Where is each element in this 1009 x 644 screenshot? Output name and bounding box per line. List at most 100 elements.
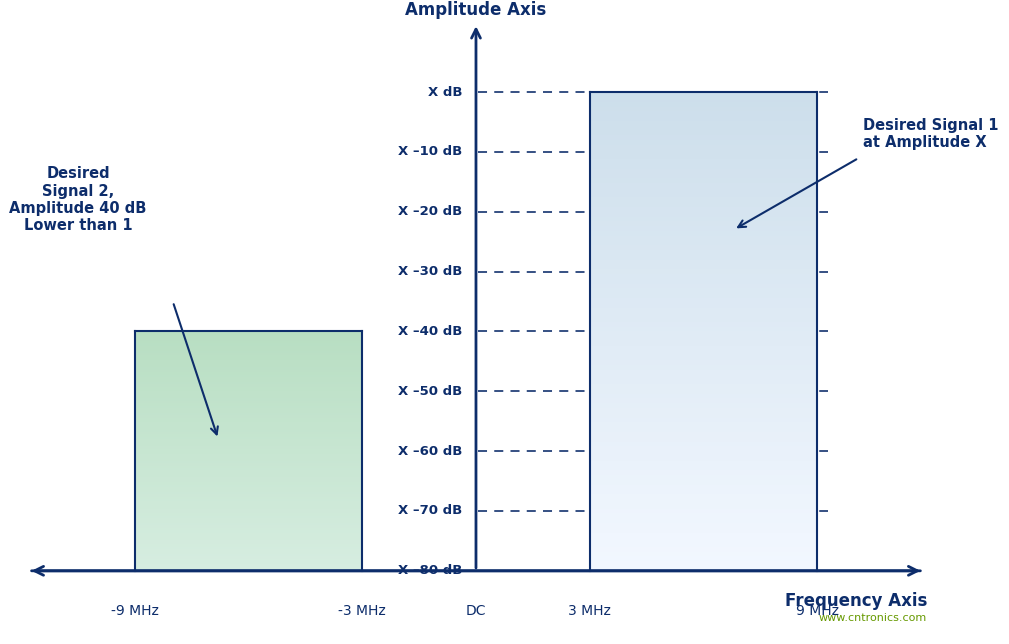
Bar [135,542,362,544]
Bar [135,336,362,339]
Bar [589,533,817,537]
Bar [135,506,362,509]
Bar [135,392,362,393]
Bar [135,396,362,399]
Bar [135,449,362,451]
Text: DC: DC [466,603,486,618]
Text: -9 MHz: -9 MHz [111,603,158,618]
Bar [135,372,362,375]
Bar [135,516,362,518]
Bar [135,384,362,386]
Bar [589,332,817,336]
Bar [135,453,362,456]
Bar [135,535,362,537]
Bar [589,523,817,527]
Bar [135,375,362,377]
Bar [589,432,817,437]
Text: X –30 dB: X –30 dB [399,265,463,278]
Bar [135,463,362,466]
Bar [135,442,362,444]
Bar [589,427,817,432]
Text: X –70 dB: X –70 dB [399,504,463,518]
Bar [135,413,362,415]
Bar [135,470,362,473]
Bar [135,544,362,547]
Bar [589,274,817,279]
Bar [589,250,817,255]
Bar [135,456,362,459]
Bar [589,375,817,379]
Text: Desired Signal 1
at Amplitude X: Desired Signal 1 at Amplitude X [863,118,998,150]
Bar [589,178,817,183]
Bar [135,556,362,559]
Bar [135,408,362,410]
Text: X –10 dB: X –10 dB [399,146,463,158]
Bar [589,399,817,403]
Text: 9 MHz: 9 MHz [795,603,838,618]
Bar [135,520,362,523]
Bar [135,477,362,480]
Bar [589,346,817,350]
Bar [589,135,817,140]
Bar [135,561,362,564]
Bar [589,470,817,475]
Bar [589,226,817,231]
Bar [135,410,362,413]
Bar [589,561,817,566]
Bar [589,556,817,561]
Bar [135,401,362,403]
Text: Amplitude Axis: Amplitude Axis [406,1,547,19]
Bar [135,370,362,372]
Text: Desired
Signal 2,
Amplitude 40 dB
Lower than 1: Desired Signal 2, Amplitude 40 dB Lower … [9,166,146,233]
Bar [589,336,817,341]
Bar [135,420,362,422]
Bar [589,422,817,427]
Bar [589,260,817,265]
Bar [135,406,362,408]
Bar [589,188,817,193]
Bar [135,504,362,506]
Text: www.cntronics.com: www.cntronics.com [818,612,927,623]
Bar [135,460,362,463]
Bar [589,111,817,116]
Bar [589,317,817,322]
Bar [589,236,817,240]
Bar [589,355,817,360]
Bar [589,413,817,418]
Bar [589,460,817,466]
Bar [135,466,362,468]
Bar [135,489,362,492]
Bar [589,231,817,236]
Bar [135,332,362,334]
Bar [589,499,817,504]
Bar [135,386,362,389]
Bar [589,408,817,413]
Bar [589,155,817,159]
Bar [135,482,362,485]
Bar [135,549,362,552]
Bar [589,384,817,389]
Text: 3 MHz: 3 MHz [568,603,611,618]
Bar [135,564,362,566]
Bar [135,523,362,526]
Bar [135,485,362,487]
Bar [135,360,362,363]
Bar [135,487,362,489]
Text: X dB: X dB [428,86,463,99]
Bar [135,518,362,520]
Bar [589,403,817,408]
Bar [589,379,817,384]
Bar [589,451,817,456]
Bar [589,298,817,303]
Bar [589,92,817,97]
Bar [589,360,817,365]
Bar [589,207,817,212]
Bar [589,293,817,298]
Bar [135,537,362,540]
Bar [135,444,362,446]
Bar [135,418,362,420]
Bar [589,240,817,245]
Bar [589,494,817,499]
Bar [589,102,817,106]
Bar [589,97,817,102]
